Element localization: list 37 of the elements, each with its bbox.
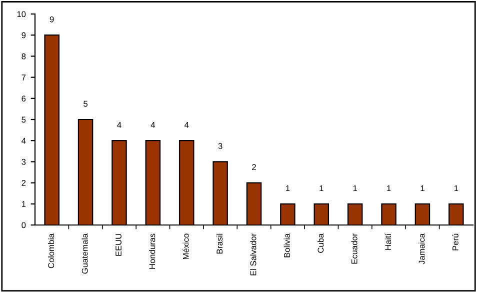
data-label: 9	[50, 16, 54, 22]
y-tick-label: 9	[22, 32, 26, 38]
x-tick-label: Honduras	[149, 234, 156, 269]
x-tick-label: Brasil	[216, 234, 223, 254]
data-label: 1	[353, 185, 357, 192]
y-tick-label: 2	[22, 180, 26, 186]
y-tick-label: 5	[22, 116, 26, 123]
x-tick-label: Guatemala	[82, 233, 88, 274]
y-tick-label: 1	[22, 201, 26, 207]
data-label: 2	[252, 164, 256, 170]
data-label: 5	[84, 100, 88, 107]
y-tick-label: 10	[17, 11, 26, 18]
data-label: 3	[218, 143, 222, 149]
x-tick-label: EEUU	[116, 234, 122, 256]
x-tick-label: Colombia	[48, 233, 54, 268]
y-tick-label: 6	[22, 96, 26, 102]
data-label: 4	[117, 122, 122, 128]
data-label: 1	[454, 185, 458, 192]
y-tick-label: 7	[22, 74, 26, 80]
data-label: 4	[184, 122, 189, 128]
y-tick-label: 0	[22, 222, 26, 228]
data-label: 1	[320, 185, 324, 192]
x-tick-label: El Salvador	[250, 233, 256, 276]
x-tick-label: Bolivia	[284, 233, 290, 258]
data-label: 4	[150, 122, 155, 128]
x-tick-label: Haití	[384, 233, 392, 250]
x-tick-label: Cuba	[318, 233, 324, 253]
data-label: 1	[286, 185, 290, 192]
data-label: 1	[420, 185, 424, 192]
x-tick-label: México	[182, 234, 189, 260]
x-tick-label: Jamaica	[418, 233, 425, 264]
y-tick-label: 8	[22, 53, 26, 60]
x-tick-label: Perú	[452, 234, 458, 250]
y-tick-label: 3	[22, 158, 26, 165]
x-tick-label: Ecuador	[351, 233, 358, 264]
y-tick-label: 4	[22, 138, 26, 144]
data-label: 1	[387, 185, 391, 192]
